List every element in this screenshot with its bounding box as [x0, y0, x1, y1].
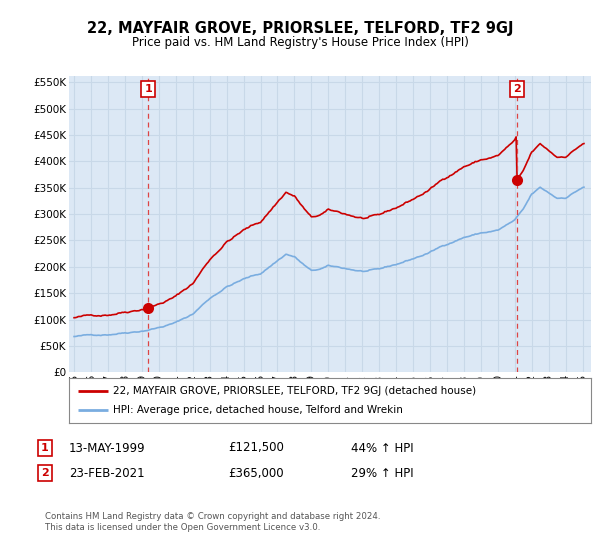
- Text: 1: 1: [41, 443, 49, 453]
- Text: 2: 2: [41, 468, 49, 478]
- Text: 13-MAY-1999: 13-MAY-1999: [69, 441, 146, 455]
- Text: 2: 2: [513, 84, 521, 94]
- Text: 22, MAYFAIR GROVE, PRIORSLEE, TELFORD, TF2 9GJ (detached house): 22, MAYFAIR GROVE, PRIORSLEE, TELFORD, T…: [113, 385, 476, 395]
- Text: HPI: Average price, detached house, Telford and Wrekin: HPI: Average price, detached house, Telf…: [113, 405, 403, 416]
- Text: 1: 1: [144, 84, 152, 94]
- Text: £121,500: £121,500: [228, 441, 284, 455]
- Text: Price paid vs. HM Land Registry's House Price Index (HPI): Price paid vs. HM Land Registry's House …: [131, 36, 469, 49]
- Text: 44% ↑ HPI: 44% ↑ HPI: [351, 441, 413, 455]
- Text: £365,000: £365,000: [228, 466, 284, 480]
- Text: Contains HM Land Registry data © Crown copyright and database right 2024.
This d: Contains HM Land Registry data © Crown c…: [45, 512, 380, 532]
- Text: 23-FEB-2021: 23-FEB-2021: [69, 466, 145, 480]
- Text: 29% ↑ HPI: 29% ↑ HPI: [351, 466, 413, 480]
- Text: 22, MAYFAIR GROVE, PRIORSLEE, TELFORD, TF2 9GJ: 22, MAYFAIR GROVE, PRIORSLEE, TELFORD, T…: [87, 21, 513, 36]
